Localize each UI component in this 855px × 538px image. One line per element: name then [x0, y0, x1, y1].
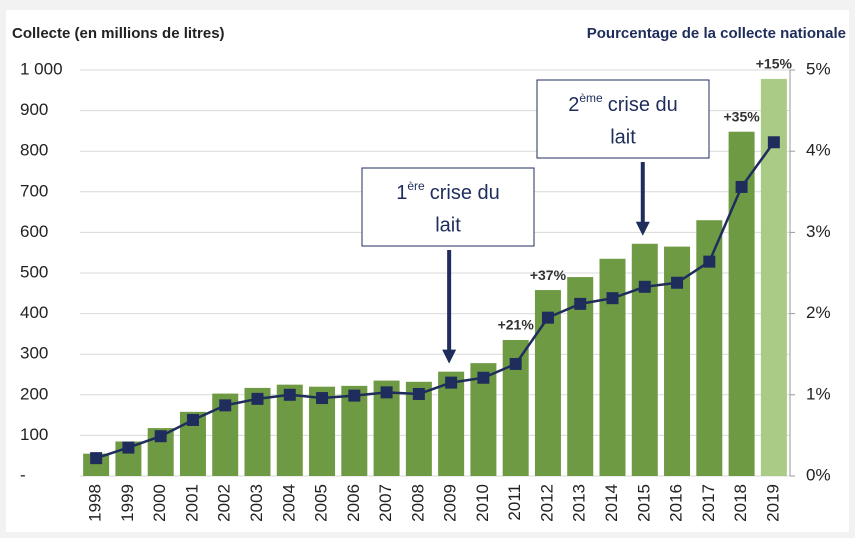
callout-ordinal: 1 [396, 182, 407, 204]
y-tick-label: 500 [20, 262, 48, 281]
bar [438, 371, 465, 476]
marker [671, 276, 684, 289]
callout-text: 2ème crise du [568, 91, 678, 116]
callout-suffix: ème [579, 91, 603, 105]
marker [606, 292, 619, 305]
marker [735, 180, 748, 193]
y-tick-label: 900 [20, 100, 48, 119]
y-tick-label: 100 [20, 425, 48, 444]
marker [90, 452, 103, 465]
x-tick-label: 2018 [731, 484, 750, 522]
x-tick-label: 2007 [376, 484, 395, 522]
y2-tick-label: 2% [806, 303, 831, 322]
x-tick-label: 1998 [86, 484, 105, 522]
y2-tick-label: 1% [806, 384, 831, 403]
callout-line: crise du [608, 94, 678, 116]
marker [186, 413, 199, 426]
x-tick-label: 2004 [279, 484, 298, 522]
callout-suffix: ère [407, 179, 425, 193]
y-tick-label: 300 [20, 344, 48, 363]
x-tick-label: 1999 [118, 484, 137, 522]
annotation: +15% [756, 56, 793, 72]
callout-text: lait [610, 126, 636, 148]
x-tick-label: 2013 [570, 484, 589, 522]
marker [380, 386, 393, 399]
y-tick-label: 400 [20, 303, 48, 322]
marker [316, 392, 329, 405]
marker [703, 255, 716, 268]
y2-tick-label: 4% [806, 141, 831, 160]
marker [251, 392, 264, 405]
x-tick-label: 2000 [150, 484, 169, 522]
bar [567, 277, 594, 476]
marker [348, 389, 361, 402]
line [95, 141, 775, 460]
x-tick-label: 2011 [505, 484, 524, 521]
x-tick-label: 2006 [344, 484, 363, 522]
x-tick-label: 2015 [634, 484, 653, 522]
marker [638, 280, 651, 293]
marker [122, 441, 135, 454]
x-tick-label: 2005 [312, 484, 331, 522]
callout-ordinal: 2 [568, 94, 579, 116]
callout-arrowhead [635, 221, 650, 236]
bar [599, 258, 626, 476]
y-tick-label: 800 [20, 141, 48, 160]
callout-text: lait [435, 214, 461, 236]
callout-box [536, 79, 710, 159]
marker [509, 357, 522, 370]
x-tick-label: 2010 [473, 484, 492, 522]
x-tick-label: 2001 [182, 484, 201, 522]
y-tick-label: 200 [20, 384, 48, 403]
callout-text: 1ère crise du [396, 179, 500, 204]
marker [767, 136, 780, 149]
x-tick-label: 2017 [699, 484, 718, 522]
annotation: +37% [530, 267, 567, 283]
x-tick-label: 2003 [247, 484, 266, 522]
callout-box [361, 167, 535, 247]
x-tick-label: 2014 [602, 484, 621, 522]
marker [477, 371, 490, 384]
y-tick-label: 600 [20, 222, 48, 241]
marker [283, 388, 296, 401]
y2-tick-label: 3% [806, 222, 831, 241]
y-axis-title: Collecte (en millions de litres) [12, 25, 225, 42]
y-tick-label: - [20, 465, 26, 484]
marker [574, 297, 587, 310]
annotation: +21% [498, 317, 535, 333]
y-tick-label: 1 000 [20, 59, 63, 78]
marker [541, 311, 554, 324]
y2-axis-title: Pourcentage de la collecte nationale [587, 25, 846, 42]
marker [412, 387, 425, 400]
annotation: +35% [723, 108, 760, 124]
marker [219, 399, 232, 412]
y2-tick-label: 5% [806, 59, 831, 78]
x-tick-label: 2009 [441, 484, 460, 522]
bar [83, 453, 110, 476]
bar [631, 243, 658, 476]
callout-arrowhead [442, 349, 457, 364]
marker [154, 430, 167, 443]
x-tick-label: 2016 [667, 484, 686, 522]
y2-tick-label: 0% [806, 465, 831, 484]
x-tick-label: 2012 [537, 484, 556, 522]
callout-line: crise du [430, 182, 500, 204]
x-tick-label: 2019 [763, 484, 782, 522]
marker [445, 376, 458, 389]
x-tick-label: 2008 [408, 484, 427, 522]
y-tick-label: 700 [20, 181, 48, 200]
x-tick-label: 2002 [215, 484, 234, 522]
